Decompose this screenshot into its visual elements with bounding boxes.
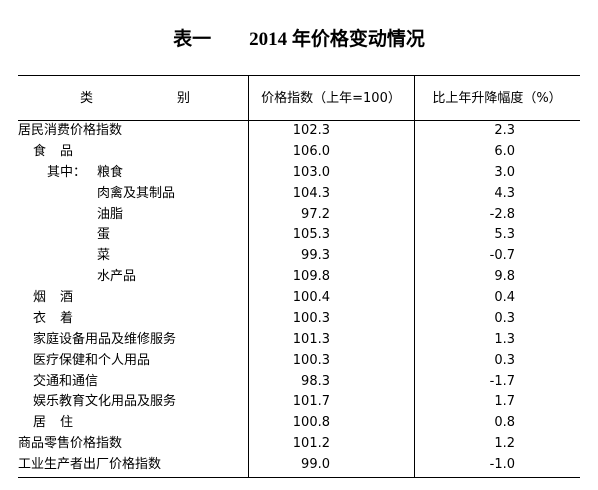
index-value: 101.7: [292, 394, 330, 410]
title: 表一 2014 年价格变动情况: [173, 29, 425, 50]
header-rule: [18, 120, 580, 121]
column-rule: [248, 75, 249, 477]
row-label: 家庭设备用品及维修服务: [33, 331, 177, 347]
change-value: 3.0: [494, 164, 515, 180]
subheading: 其中：: [47, 164, 87, 180]
column-rule: [414, 75, 415, 477]
row-label: 娱乐教育文化用品及服务: [33, 394, 177, 410]
row-label: 食品: [33, 143, 73, 159]
index-value: 97.2: [301, 206, 330, 222]
change-value: 4.3: [494, 185, 515, 201]
header-cell: 价格指数（上年=100）: [261, 91, 401, 106]
row-label: 肉禽及其制品: [97, 185, 176, 201]
change-value: -0.7: [489, 248, 515, 264]
row-label: 油脂: [97, 206, 124, 222]
row-label: 菜: [97, 248, 111, 264]
index-value: 109.8: [292, 269, 330, 285]
change-value: 0.4: [494, 290, 515, 305]
row-label: 蛋: [97, 227, 111, 243]
index-value: 104.3: [292, 185, 330, 201]
change-value: 9.8: [494, 269, 515, 285]
row-label: 烟酒: [33, 290, 73, 305]
index-value: 100.3: [292, 310, 330, 326]
change-value: -1.0: [489, 457, 515, 472]
change-value: 2.3: [494, 123, 515, 138]
row-label: 水产品: [97, 269, 137, 285]
row-label: 工业生产者出厂价格指数: [18, 457, 162, 472]
row-label: 交通和通信: [33, 373, 99, 389]
index-value: 101.2: [292, 436, 330, 452]
header-cell: 比上年升降幅度（%）: [432, 91, 562, 106]
table-bottom-rule: [18, 477, 580, 478]
index-value: 103.0: [292, 164, 330, 180]
row-label: 商品零售价格指数: [18, 436, 123, 452]
index-value: 98.3: [301, 373, 330, 389]
index-value: 100.8: [292, 415, 330, 431]
change-value: 6.0: [494, 143, 515, 159]
index-value: 105.3: [292, 227, 330, 243]
change-value: 1.3: [494, 331, 515, 347]
header-cell: 类别: [80, 91, 190, 106]
index-value: 100.3: [292, 352, 330, 368]
index-value: 102.3: [292, 123, 330, 138]
index-value: 100.4: [292, 290, 330, 305]
row-label: 居民消费价格指数: [18, 123, 123, 138]
index-value: 99.3: [301, 248, 330, 264]
change-value: 0.3: [494, 352, 515, 368]
change-value: 1.2: [494, 436, 515, 452]
change-value: 1.7: [494, 394, 515, 410]
index-value: 106.0: [292, 143, 330, 159]
change-value: 0.8: [494, 415, 515, 431]
table-top-rule: [18, 75, 580, 76]
row-label: 粮食: [97, 164, 124, 180]
change-value: -1.7: [489, 373, 515, 389]
change-value: 5.3: [494, 227, 515, 243]
change-value: 0.3: [494, 310, 515, 326]
index-value: 99.0: [301, 457, 330, 472]
change-value: -2.8: [489, 206, 515, 222]
row-label: 衣着: [33, 310, 73, 326]
row-label: 居住: [33, 415, 73, 431]
row-label: 医疗保健和个人用品: [33, 352, 151, 368]
index-value: 101.3: [292, 331, 330, 347]
